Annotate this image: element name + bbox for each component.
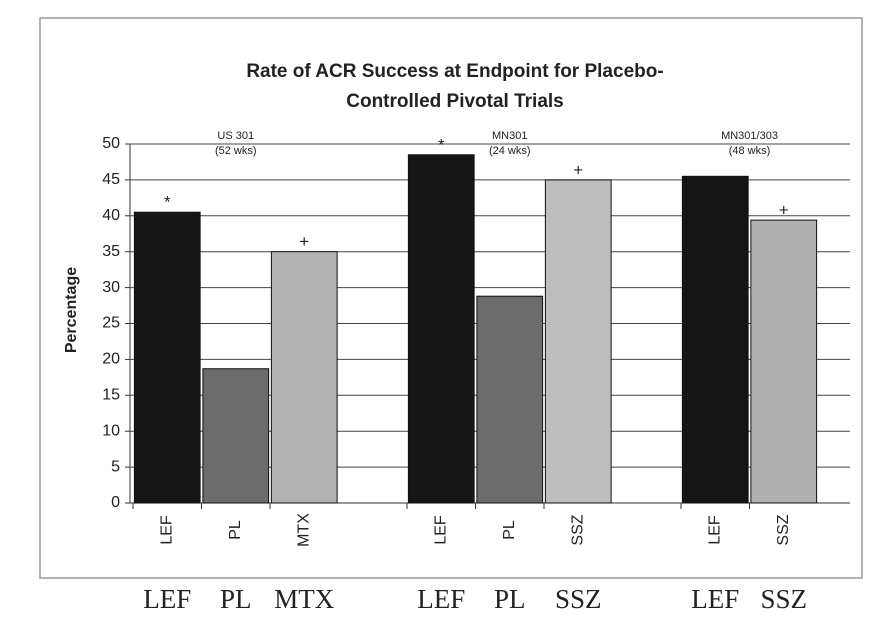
bar [544,179,612,504]
bar [407,154,475,504]
footer-label: LEF [691,584,739,614]
y-tick-label: 50 [102,135,120,152]
bar [750,219,818,504]
y-tick-label: 10 [102,422,120,439]
chart-title: Rate of ACR Success at Endpoint for Plac… [246,61,663,82]
y-tick-label: 35 [102,243,120,260]
bar-marker: * [164,193,171,212]
footer-label: SSZ [555,584,602,614]
bar-marker: + [779,201,789,220]
bar [681,175,749,504]
y-tick-label: 5 [111,458,120,475]
chart-title: Controlled Pivotal Trials [346,91,564,112]
group-label: US 301 [217,130,254,142]
x-tick-label: MTX [295,513,312,547]
footer-label: PL [220,584,252,614]
group-note: (52 wks) [215,145,257,157]
y-tick-label: 20 [102,351,120,368]
footer-label: LEF [417,584,465,614]
x-tick-label: LEF [158,515,175,545]
x-tick-label: LEF [706,515,723,545]
x-tick-label: LEF [432,515,449,545]
bar [476,295,544,504]
bar-marker: * [438,135,445,154]
group-label: MN301 [492,130,527,142]
y-tick-label: 25 [102,315,120,332]
bar-marker: + [573,160,583,179]
group-label: MN301/303 [721,130,778,142]
chart-frame [39,17,863,579]
footer-label: MTX [274,584,335,614]
bar [133,211,201,504]
y-tick-label: 45 [102,171,120,188]
bar-marker: + [299,232,309,251]
footer-label: SSZ [760,584,807,614]
footer-label: LEF [143,584,191,614]
y-tick-label: 0 [111,494,120,511]
bar [270,251,338,504]
y-tick-label: 15 [102,387,120,404]
group-note: (48 wks) [729,145,771,157]
x-tick-label: PL [501,520,518,540]
x-tick-label: SSZ [775,514,792,545]
bar [202,368,270,504]
y-tick-label: 30 [102,279,120,296]
group-note: (24 wks) [489,145,531,157]
y-tick-label: 40 [102,207,120,224]
footer-label: PL [494,584,526,614]
x-tick-label: PL [227,520,244,540]
x-tick-label: SSZ [569,514,586,545]
y-axis-label: Percentage [63,267,80,353]
